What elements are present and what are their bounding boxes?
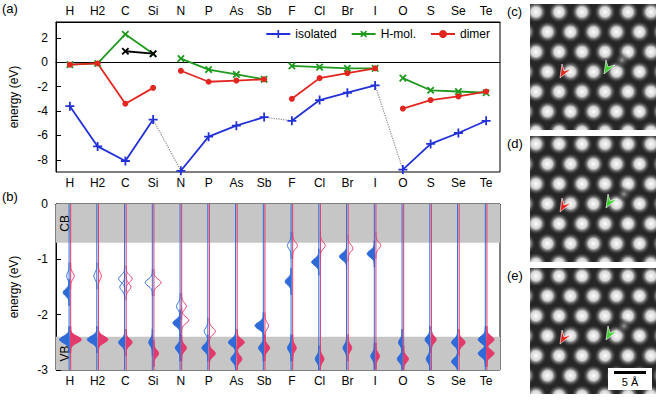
svg-text:S: S — [427, 4, 435, 18]
svg-text:-2: -2 — [37, 80, 48, 94]
svg-text:Se: Se — [451, 176, 466, 190]
svg-text:P: P — [205, 374, 213, 388]
svg-text:C: C — [121, 176, 130, 190]
svg-text:-1: -1 — [37, 252, 48, 266]
svg-text:S: S — [427, 374, 435, 388]
svg-text:energy (eV): energy (eV) — [7, 256, 21, 319]
svg-text:Sb: Sb — [257, 176, 272, 190]
svg-text:C: C — [121, 374, 130, 388]
svg-text:F: F — [288, 176, 295, 190]
svg-text:Br: Br — [341, 4, 353, 18]
svg-text:N: N — [177, 374, 186, 388]
svg-text:Si: Si — [148, 4, 159, 18]
svg-text:O: O — [398, 374, 407, 388]
svg-text:Sb: Sb — [257, 4, 272, 18]
svg-text:dimer: dimer — [460, 27, 490, 41]
svg-text:As: As — [229, 176, 243, 190]
svg-text:VB: VB — [58, 345, 72, 361]
svg-text:(e): (e) — [507, 268, 523, 283]
svg-text:Te: Te — [480, 374, 493, 388]
svg-text:Sb: Sb — [257, 374, 272, 388]
svg-text:I: I — [373, 176, 376, 190]
svg-text:Te: Te — [480, 4, 493, 18]
svg-text:-2: -2 — [37, 308, 48, 322]
svg-text:P: P — [205, 4, 213, 18]
svg-text:energy (eV): energy (eV) — [7, 66, 21, 129]
svg-text:N: N — [177, 4, 186, 18]
svg-text:H-mol.: H-mol. — [381, 27, 416, 41]
svg-text:Cl: Cl — [314, 374, 325, 388]
svg-text:isolated: isolated — [295, 27, 336, 41]
svg-text:I: I — [373, 4, 376, 18]
svg-text:Cl: Cl — [314, 176, 325, 190]
svg-text:H: H — [66, 176, 75, 190]
svg-text:Si: Si — [148, 374, 159, 388]
svg-text:(c): (c) — [507, 4, 522, 19]
svg-text:Br: Br — [341, 374, 353, 388]
svg-text:CB: CB — [58, 215, 72, 232]
svg-text:As: As — [229, 4, 243, 18]
svg-text:(d): (d) — [507, 136, 523, 151]
svg-text:Se: Se — [451, 374, 466, 388]
svg-text:(a): (a) — [2, 1, 18, 16]
svg-text:2: 2 — [41, 31, 48, 45]
svg-text:-4: -4 — [37, 104, 48, 118]
svg-text:Te: Te — [480, 176, 493, 190]
svg-text:-6: -6 — [37, 128, 48, 142]
svg-text:O: O — [398, 4, 407, 18]
svg-text:I: I — [373, 374, 376, 388]
svg-text:P: P — [205, 176, 213, 190]
svg-text:-3: -3 — [37, 363, 48, 377]
svg-text:-8: -8 — [37, 153, 48, 167]
svg-text:0: 0 — [41, 197, 48, 211]
svg-text:F: F — [288, 374, 295, 388]
svg-text:N: N — [177, 176, 186, 190]
svg-text:S: S — [427, 176, 435, 190]
svg-text:Si: Si — [148, 176, 159, 190]
svg-text:(b): (b) — [2, 189, 18, 204]
svg-text:H: H — [66, 4, 75, 18]
svg-text:H2: H2 — [90, 374, 106, 388]
svg-text:H2: H2 — [90, 176, 106, 190]
svg-text:Cl: Cl — [314, 4, 325, 18]
svg-text:0: 0 — [41, 55, 48, 69]
svg-text:Br: Br — [341, 176, 353, 190]
svg-text:O: O — [398, 176, 407, 190]
svg-text:5 Å: 5 Å — [622, 376, 639, 388]
svg-text:Se: Se — [451, 4, 466, 18]
svg-text:H: H — [66, 374, 75, 388]
svg-text:F: F — [288, 4, 295, 18]
svg-text:H2: H2 — [90, 4, 106, 18]
svg-text:As: As — [229, 374, 243, 388]
svg-text:C: C — [121, 4, 130, 18]
